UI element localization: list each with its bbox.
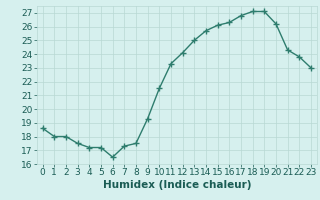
- X-axis label: Humidex (Indice chaleur): Humidex (Indice chaleur): [102, 180, 251, 190]
